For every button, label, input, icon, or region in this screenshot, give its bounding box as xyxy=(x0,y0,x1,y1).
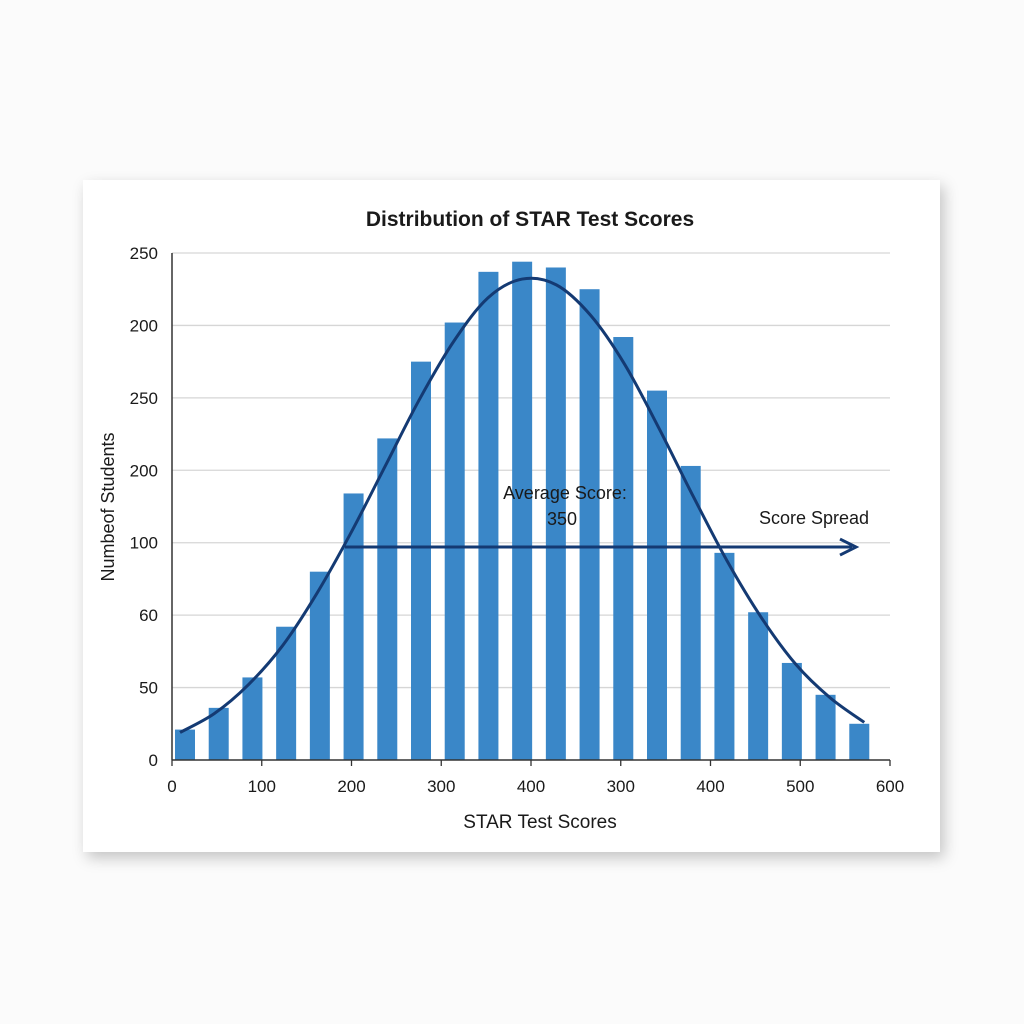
bar xyxy=(276,626,297,760)
bar xyxy=(208,707,229,760)
bar xyxy=(714,552,735,760)
bar xyxy=(579,289,600,760)
y-tick-label: 50 xyxy=(139,679,158,698)
y-tick-labels: 0 50 60 100 200 250 200 250 xyxy=(130,244,158,770)
x-axis-label: STAR Test Scores xyxy=(463,812,616,833)
bar xyxy=(849,723,870,760)
axes xyxy=(171,253,891,766)
x-tick-label: 200 xyxy=(337,777,365,796)
bar xyxy=(647,390,667,760)
average-score-value: 350 xyxy=(547,509,577,529)
bar xyxy=(545,267,566,760)
y-tick-label: 60 xyxy=(139,606,158,625)
bar xyxy=(815,694,836,760)
y-tick-label: 100 xyxy=(130,534,158,553)
bar xyxy=(175,729,195,760)
average-score-label: Average Score: xyxy=(503,483,627,503)
curve-line xyxy=(179,276,866,734)
x-tick-label: 100 xyxy=(248,777,276,796)
bar xyxy=(781,662,802,760)
x-tick-label: 400 xyxy=(696,777,724,796)
y-tick-label: 200 xyxy=(130,316,158,335)
x-tick-label: 500 xyxy=(786,777,814,796)
bar xyxy=(444,322,465,760)
x-tick-labels: 0 100 200 300 400 300 400 500 600 xyxy=(167,777,904,796)
score-spread-arrow xyxy=(345,537,860,557)
y-tick-label: 250 xyxy=(130,244,158,263)
y-tick-label: 200 xyxy=(130,461,158,480)
y-tick-label: 250 xyxy=(130,389,158,408)
x-tick-label: 300 xyxy=(427,777,455,796)
score-spread-label: Score Spread xyxy=(759,508,869,528)
bar xyxy=(748,612,769,760)
bar xyxy=(309,571,330,760)
arrow-head-icon xyxy=(839,537,860,557)
bar xyxy=(242,677,263,760)
normal-curve xyxy=(179,276,866,734)
x-tick-label: 0 xyxy=(167,777,176,796)
bar xyxy=(411,361,431,760)
chart-title: Distribution of STAR Test Scores xyxy=(366,208,694,231)
bars xyxy=(175,261,870,760)
x-tick-label: 600 xyxy=(876,777,904,796)
x-tick-label: 300 xyxy=(607,777,635,796)
bar xyxy=(680,465,701,760)
bar xyxy=(478,271,499,760)
y-axis-label: Numbeof Students xyxy=(98,432,118,581)
x-tick-label: 400 xyxy=(517,777,545,796)
bar xyxy=(343,493,364,760)
bar xyxy=(512,261,533,760)
bar xyxy=(377,438,398,760)
y-tick-label: 0 xyxy=(149,751,158,770)
